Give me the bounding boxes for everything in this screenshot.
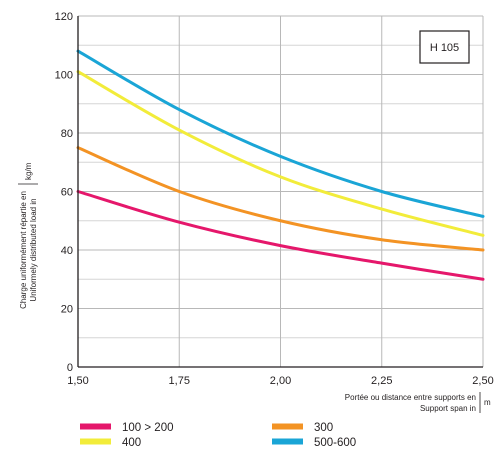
series-line-300 bbox=[76, 146, 485, 252]
series-line-400 bbox=[76, 70, 485, 237]
x-axis-title: Portée ou distance entre supports en Sup… bbox=[345, 392, 491, 413]
axes bbox=[77, 16, 483, 368]
legend-swatch-100-200 bbox=[80, 423, 111, 430]
x-tick-label: 2,00 bbox=[270, 375, 291, 387]
x-tick-label: 1,75 bbox=[169, 375, 190, 387]
x-axis-label-line-1: Portée ou distance entre supports en bbox=[345, 393, 476, 402]
y-axis-label-line-1: Charge uniformément répartie en bbox=[19, 191, 28, 309]
legend-label-400: 400 bbox=[122, 437, 141, 449]
legend-item-300: 300 bbox=[272, 422, 333, 434]
legend-swatch-500-600 bbox=[272, 438, 303, 445]
y-tick-label: 20 bbox=[61, 304, 73, 316]
x-tick-labels: 1,50 1,75 2,00 2,25 2,50 bbox=[67, 375, 493, 387]
legend-swatch-400 bbox=[80, 438, 111, 445]
legend: 100 > 200 300 400 500-600 bbox=[80, 422, 356, 449]
series-line-500-600 bbox=[76, 49, 485, 218]
x-tick-label: 2,50 bbox=[472, 375, 493, 387]
chart-label: H 105 bbox=[430, 42, 459, 54]
y-axis-unit: kg/m bbox=[24, 162, 33, 180]
legend-label-500-600: 500-600 bbox=[314, 437, 356, 449]
legend-item-500-600: 500-600 bbox=[272, 437, 356, 449]
chart-label-box: H 105 bbox=[419, 30, 470, 64]
series-line-100-200 bbox=[76, 190, 485, 281]
grid bbox=[78, 15, 484, 367]
legend-label-300: 300 bbox=[314, 422, 333, 434]
x-axis-unit: m bbox=[484, 398, 491, 407]
x-axis-label-line-2: Support span in bbox=[420, 404, 476, 413]
series-lines bbox=[76, 49, 485, 281]
legend-item-100-200: 100 > 200 bbox=[80, 422, 173, 434]
y-tick-label: 80 bbox=[61, 128, 73, 140]
x-tick-label: 1,50 bbox=[67, 375, 88, 387]
y-tick-label: 40 bbox=[61, 245, 73, 257]
y-axis-label-line-2: Uniformely distributed load in bbox=[29, 198, 38, 301]
x-tick-label: 2,25 bbox=[371, 375, 392, 387]
y-tick-label: 60 bbox=[61, 187, 73, 199]
legend-item-400: 400 bbox=[80, 437, 141, 449]
y-axis-title: Charge uniformément répartie en Uniforme… bbox=[18, 162, 38, 309]
y-tick-label: 0 bbox=[67, 362, 73, 374]
legend-label-100-200: 100 > 200 bbox=[122, 422, 173, 434]
y-tick-labels: 0 20 40 60 80 100 120 bbox=[55, 11, 73, 374]
y-tick-label: 100 bbox=[55, 70, 73, 82]
y-tick-label: 120 bbox=[55, 11, 73, 23]
legend-swatch-300 bbox=[272, 423, 303, 430]
